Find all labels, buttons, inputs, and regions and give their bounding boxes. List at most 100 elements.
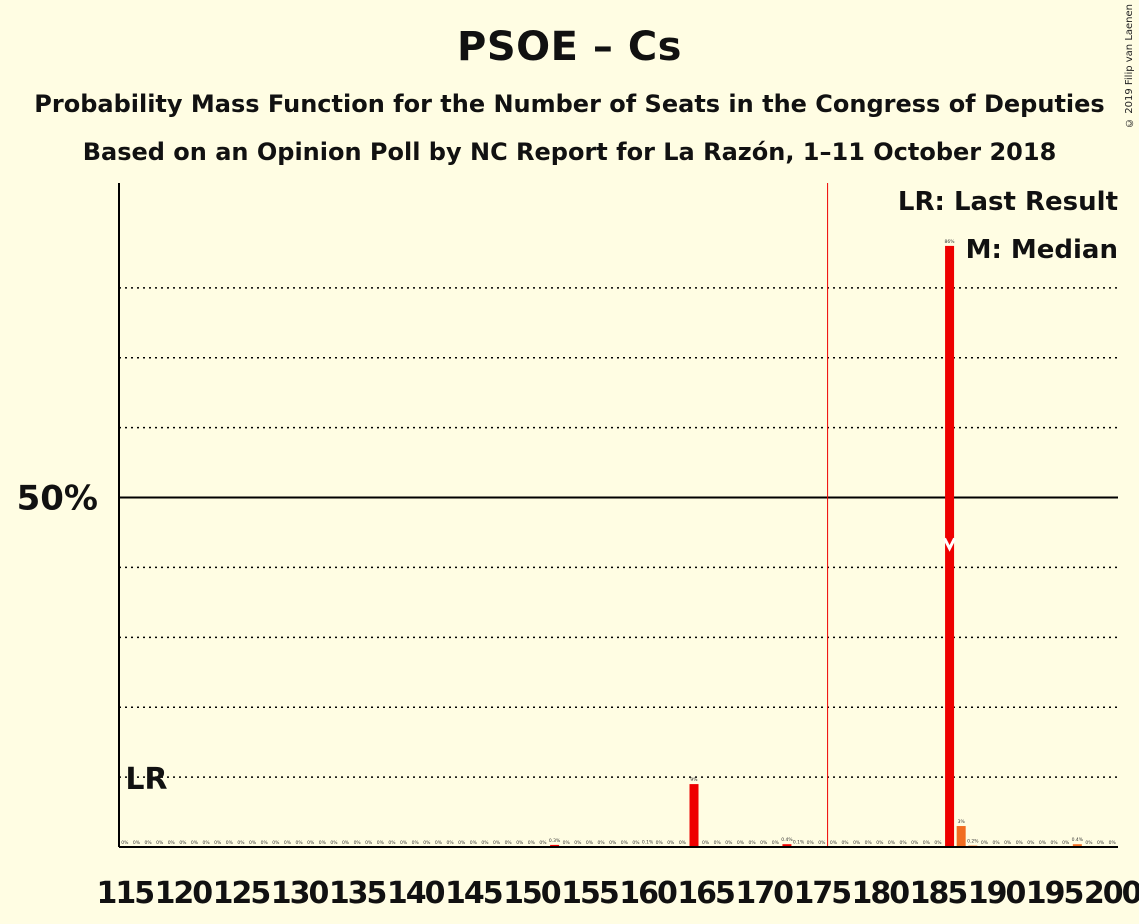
- bar-label-176: 0%: [830, 840, 838, 846]
- bar-label-183: 0%: [911, 840, 919, 846]
- bars: [550, 245, 1082, 847]
- x-tick-120: 120: [155, 876, 213, 911]
- bar-152: [550, 844, 560, 847]
- x-tick-165: 165: [677, 876, 734, 911]
- x-tick-190: 190: [968, 876, 1026, 911]
- bar-label-148: 0%: [505, 840, 513, 846]
- bar-label-194: 0%: [1039, 840, 1047, 846]
- bar-label-190: 0%: [992, 840, 1000, 846]
- x-tick-labels: 115 120 125 130 135 140 145 150 155 160 165 170 175 1…: [96, 876, 1139, 911]
- bar-label-131: 0%: [307, 840, 315, 846]
- bar-label-124: 0%: [226, 840, 234, 846]
- annotations: LR: [125, 183, 956, 847]
- x-tick-170: 170: [735, 876, 793, 911]
- bar-label-149: 0%: [516, 840, 524, 846]
- bar-172: [782, 844, 792, 847]
- x-tick-150: 150: [503, 876, 561, 911]
- bar-label-160: 0.1%: [642, 839, 654, 845]
- x-tick-175: 175: [793, 876, 850, 911]
- bar-label-138: 0%: [388, 840, 396, 846]
- legend-last-result: LR: Last Result: [898, 187, 1118, 217]
- bar-label-140: 0%: [412, 840, 420, 846]
- bar-label-185: 0%: [934, 840, 942, 846]
- x-tick-135: 135: [329, 876, 386, 911]
- bar-label-118: 0%: [156, 840, 164, 846]
- bar-label-147: 0%: [493, 840, 501, 846]
- bar-label-192: 0%: [1016, 840, 1024, 846]
- bar-label-177: 0%: [841, 840, 849, 846]
- chart-source-line: Based on an Opinion Poll by NC Report fo…: [82, 138, 1057, 166]
- bar-label-121: 0%: [191, 840, 199, 846]
- bar-label-169: 0%: [749, 840, 757, 846]
- bar-label-132: 0%: [319, 840, 327, 846]
- bar-label-200: 0%: [1109, 840, 1117, 846]
- bar-label-168: 0%: [737, 840, 745, 846]
- bar-label-187: 3%: [958, 819, 966, 825]
- bar-label-144: 0%: [458, 840, 466, 846]
- bar-label-198: 0%: [1085, 840, 1093, 846]
- x-tick-160: 160: [619, 876, 677, 911]
- bar-label-180: 0%: [876, 840, 884, 846]
- bar-label-128: 0%: [272, 840, 280, 846]
- bar-label-167: 0%: [725, 840, 733, 846]
- bar-label-142: 0%: [435, 840, 443, 846]
- bar-label-159: 0%: [632, 840, 640, 846]
- bar-label-196: 0%: [1062, 840, 1070, 846]
- bar-label-173: 0.1%: [793, 839, 805, 845]
- x-tick-180: 180: [852, 876, 910, 911]
- bar-164: [689, 784, 699, 847]
- bar-label-145: 0%: [470, 840, 478, 846]
- bar-label-163: 0%: [679, 840, 687, 846]
- bar-label-130: 0%: [295, 840, 303, 846]
- bar-label-153: 0%: [563, 840, 571, 846]
- bar-label-143: 0%: [446, 840, 454, 846]
- bar-label-120: 0%: [179, 840, 187, 846]
- x-tick-185: 185: [910, 876, 967, 911]
- x-tick-155: 155: [561, 876, 618, 911]
- bar-label-158: 0%: [621, 840, 629, 846]
- bar-label-166: 0%: [714, 840, 722, 846]
- bar-label-184: 0%: [923, 840, 931, 846]
- axes: [118, 183, 1118, 848]
- x-tick-115: 115: [96, 876, 153, 911]
- bar-label-193: 0%: [1027, 840, 1035, 846]
- x-tick-200: 200: [1084, 876, 1139, 911]
- x-tick-140: 140: [387, 876, 445, 911]
- bar-label-117: 0%: [144, 840, 152, 846]
- bar-label-161: 0%: [656, 840, 664, 846]
- legend-median: M: Median: [966, 235, 1118, 265]
- bar-label-186: 86%: [945, 239, 956, 245]
- bar-label-116: 0%: [133, 840, 141, 846]
- bar-label-123: 0%: [214, 840, 222, 846]
- bar-label-150: 0%: [528, 840, 536, 846]
- bar-label-126: 0%: [249, 840, 257, 846]
- bar-label-115: 0%: [121, 840, 129, 846]
- bar-label-172: 0.4%: [781, 837, 793, 843]
- bar-label-133: 0%: [330, 840, 338, 846]
- bar-label-175: 0%: [818, 840, 826, 846]
- bar-label-122: 0%: [203, 840, 211, 846]
- chart-subtitle: Probability Mass Function for the Number…: [34, 90, 1105, 118]
- y-tick-50: 50%: [17, 479, 98, 519]
- bar-label-152: 0.3%: [549, 838, 561, 844]
- median-marker: [943, 537, 956, 552]
- bar-label-125: 0%: [237, 840, 245, 846]
- chart-title: PSOE – Cs: [457, 24, 682, 70]
- y-tick-labels: 50%: [17, 479, 98, 519]
- bar-label-119: 0%: [168, 840, 176, 846]
- bar-187: [956, 826, 966, 847]
- bar-label-170: 0%: [760, 840, 768, 846]
- bar-label-151: 0%: [539, 840, 547, 846]
- x-tick-145: 145: [445, 876, 502, 911]
- bar-label-199: 0%: [1097, 840, 1105, 846]
- bar-label-136: 0%: [365, 840, 373, 846]
- bar-label-137: 0%: [377, 840, 385, 846]
- bar-label-129: 0%: [284, 840, 292, 846]
- bar-label-189: 0%: [981, 840, 989, 846]
- bar-label-165: 0%: [702, 840, 710, 846]
- bar-label-141: 0%: [423, 840, 431, 846]
- bar-labels: 0% 0% 0% 0% 0% 0% 0% 0% 0% 0% 0% 0% 0% 0% 0% 0% 0% 0% 0% 0%…: [121, 239, 1116, 846]
- bar-label-188: 0.2%: [967, 839, 979, 845]
- bar-label-162: 0%: [667, 840, 675, 846]
